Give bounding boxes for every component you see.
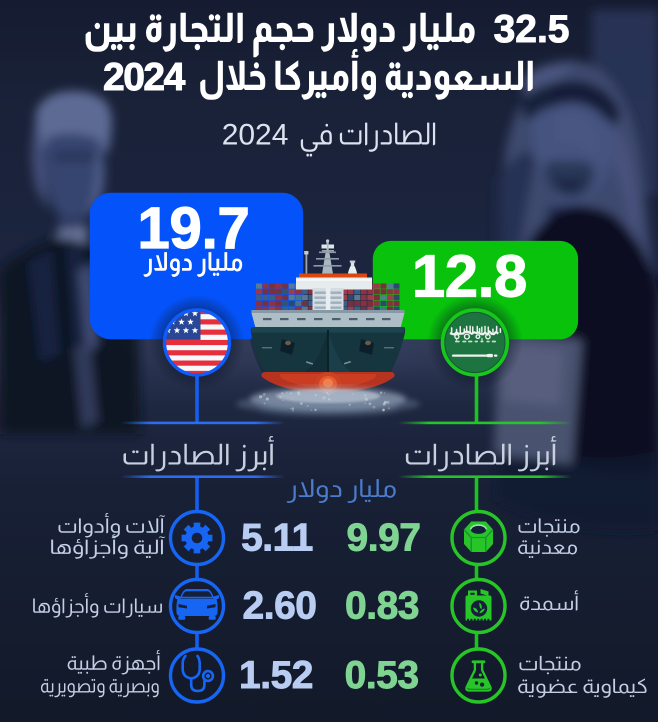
svg-text:2.60: 2.60	[243, 585, 317, 628]
svg-text:5.11: 5.11	[241, 517, 313, 560]
svg-text:0.83: 0.83	[345, 585, 419, 628]
svg-text:19.7: 19.7	[137, 196, 249, 261]
svg-text:2024: 2024	[222, 119, 289, 152]
svg-text:0.53: 0.53	[345, 654, 419, 697]
svg-text:32.5: 32.5	[494, 8, 570, 51]
svg-text:1.52: 1.52	[239, 654, 313, 697]
svg-text:2024: 2024	[103, 56, 186, 99]
svg-text:9.97: 9.97	[347, 517, 421, 560]
